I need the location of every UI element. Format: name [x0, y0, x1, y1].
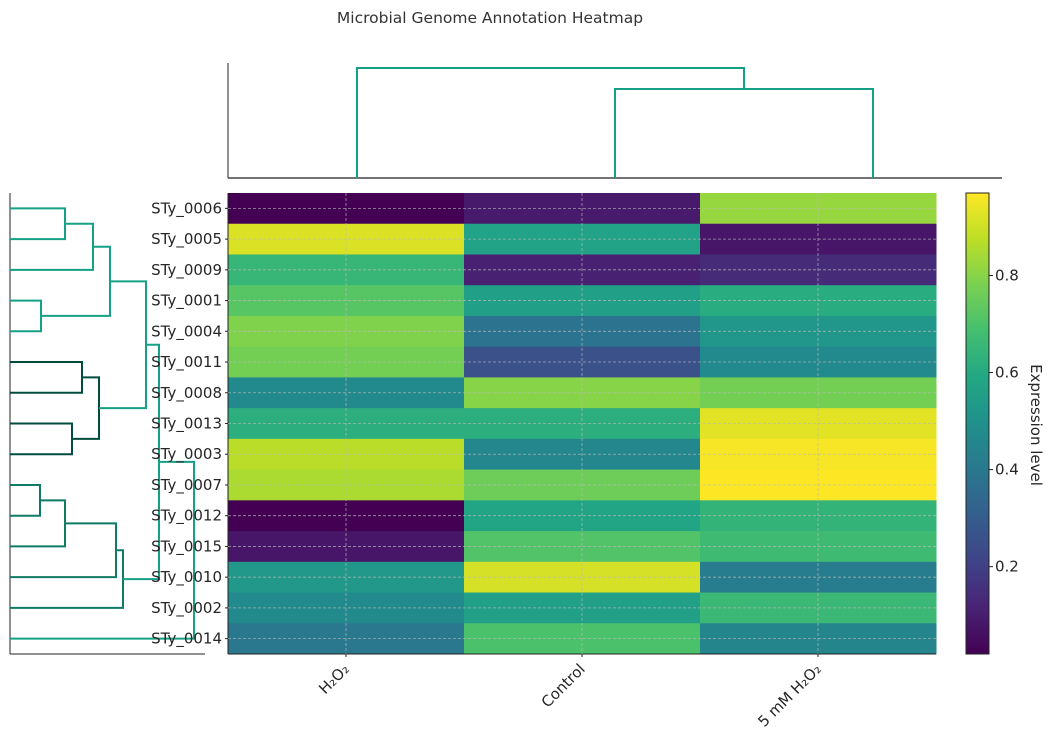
row-label: STy_0001: [151, 292, 222, 311]
row-label: STy_0007: [151, 476, 222, 495]
row-labels: STy_0006 STy_0005 STy_0009 STy_0001 STy_0004…: [151, 199, 222, 648]
row-dendro-link: [10, 483, 41, 517]
row-label: STy_0008: [151, 384, 222, 403]
row-label: STy_0003: [151, 445, 222, 464]
colorbar-tick-label: 0.2: [995, 558, 1019, 576]
column-dendrogram: [227, 63, 1002, 179]
colorbar-bar: [965, 192, 990, 655]
colorbar-tick-label: 0.4: [995, 461, 1019, 479]
colorbar-tick-label: 0.6: [995, 364, 1019, 382]
row-dendro-link: [10, 522, 117, 579]
col-dendro-link: [614, 88, 874, 178]
row-dendro-link: [10, 422, 73, 456]
row-label: STy_0013: [151, 415, 222, 434]
row-dendro-link: [10, 222, 94, 271]
row-label: STy_0014: [151, 630, 222, 649]
row-label: STy_0012: [151, 507, 222, 526]
colorbar-tick-label: 0.8: [995, 266, 1019, 284]
row-label: STy_0015: [151, 537, 222, 556]
row-dendro-link: [41, 245, 111, 317]
column-label: 5 mM H₂O₂: [754, 660, 825, 731]
colorbar: 0.2 0.4 0.6 0.8 Expression level: [965, 192, 1045, 655]
column-label: H₂O₂: [315, 660, 353, 698]
col-dendro-link: [356, 67, 745, 178]
row-label: STy_0006: [151, 199, 222, 218]
row-label: STy_0004: [151, 322, 222, 341]
row-label: STy_0010: [151, 568, 222, 587]
row-label: STy_0005: [151, 230, 222, 249]
colorbar-label: Expression level: [1027, 364, 1045, 486]
heatmap-gridlines: [225, 193, 936, 657]
row-label: STy_0009: [151, 261, 222, 280]
chart-title: Microbial Genome Annotation Heatmap: [336, 9, 644, 27]
row-dendro-link: [72, 376, 100, 440]
row-dendro-link: [10, 361, 83, 394]
row-label: STy_0011: [151, 353, 222, 372]
row-dendro-link: [99, 280, 147, 410]
row-dendro-link: [10, 207, 66, 241]
row-dendro-link: [10, 549, 124, 609]
row-dendro-link: [10, 460, 195, 640]
row-dendro-link: [10, 299, 42, 333]
row-dendro-link: [10, 499, 66, 548]
row-dendrogram: [9, 193, 205, 655]
row-label: STy_0002: [151, 599, 222, 618]
column-labels: H₂O₂ Control 5 mM H₂O₂: [315, 660, 825, 731]
column-label: Control: [538, 660, 589, 711]
